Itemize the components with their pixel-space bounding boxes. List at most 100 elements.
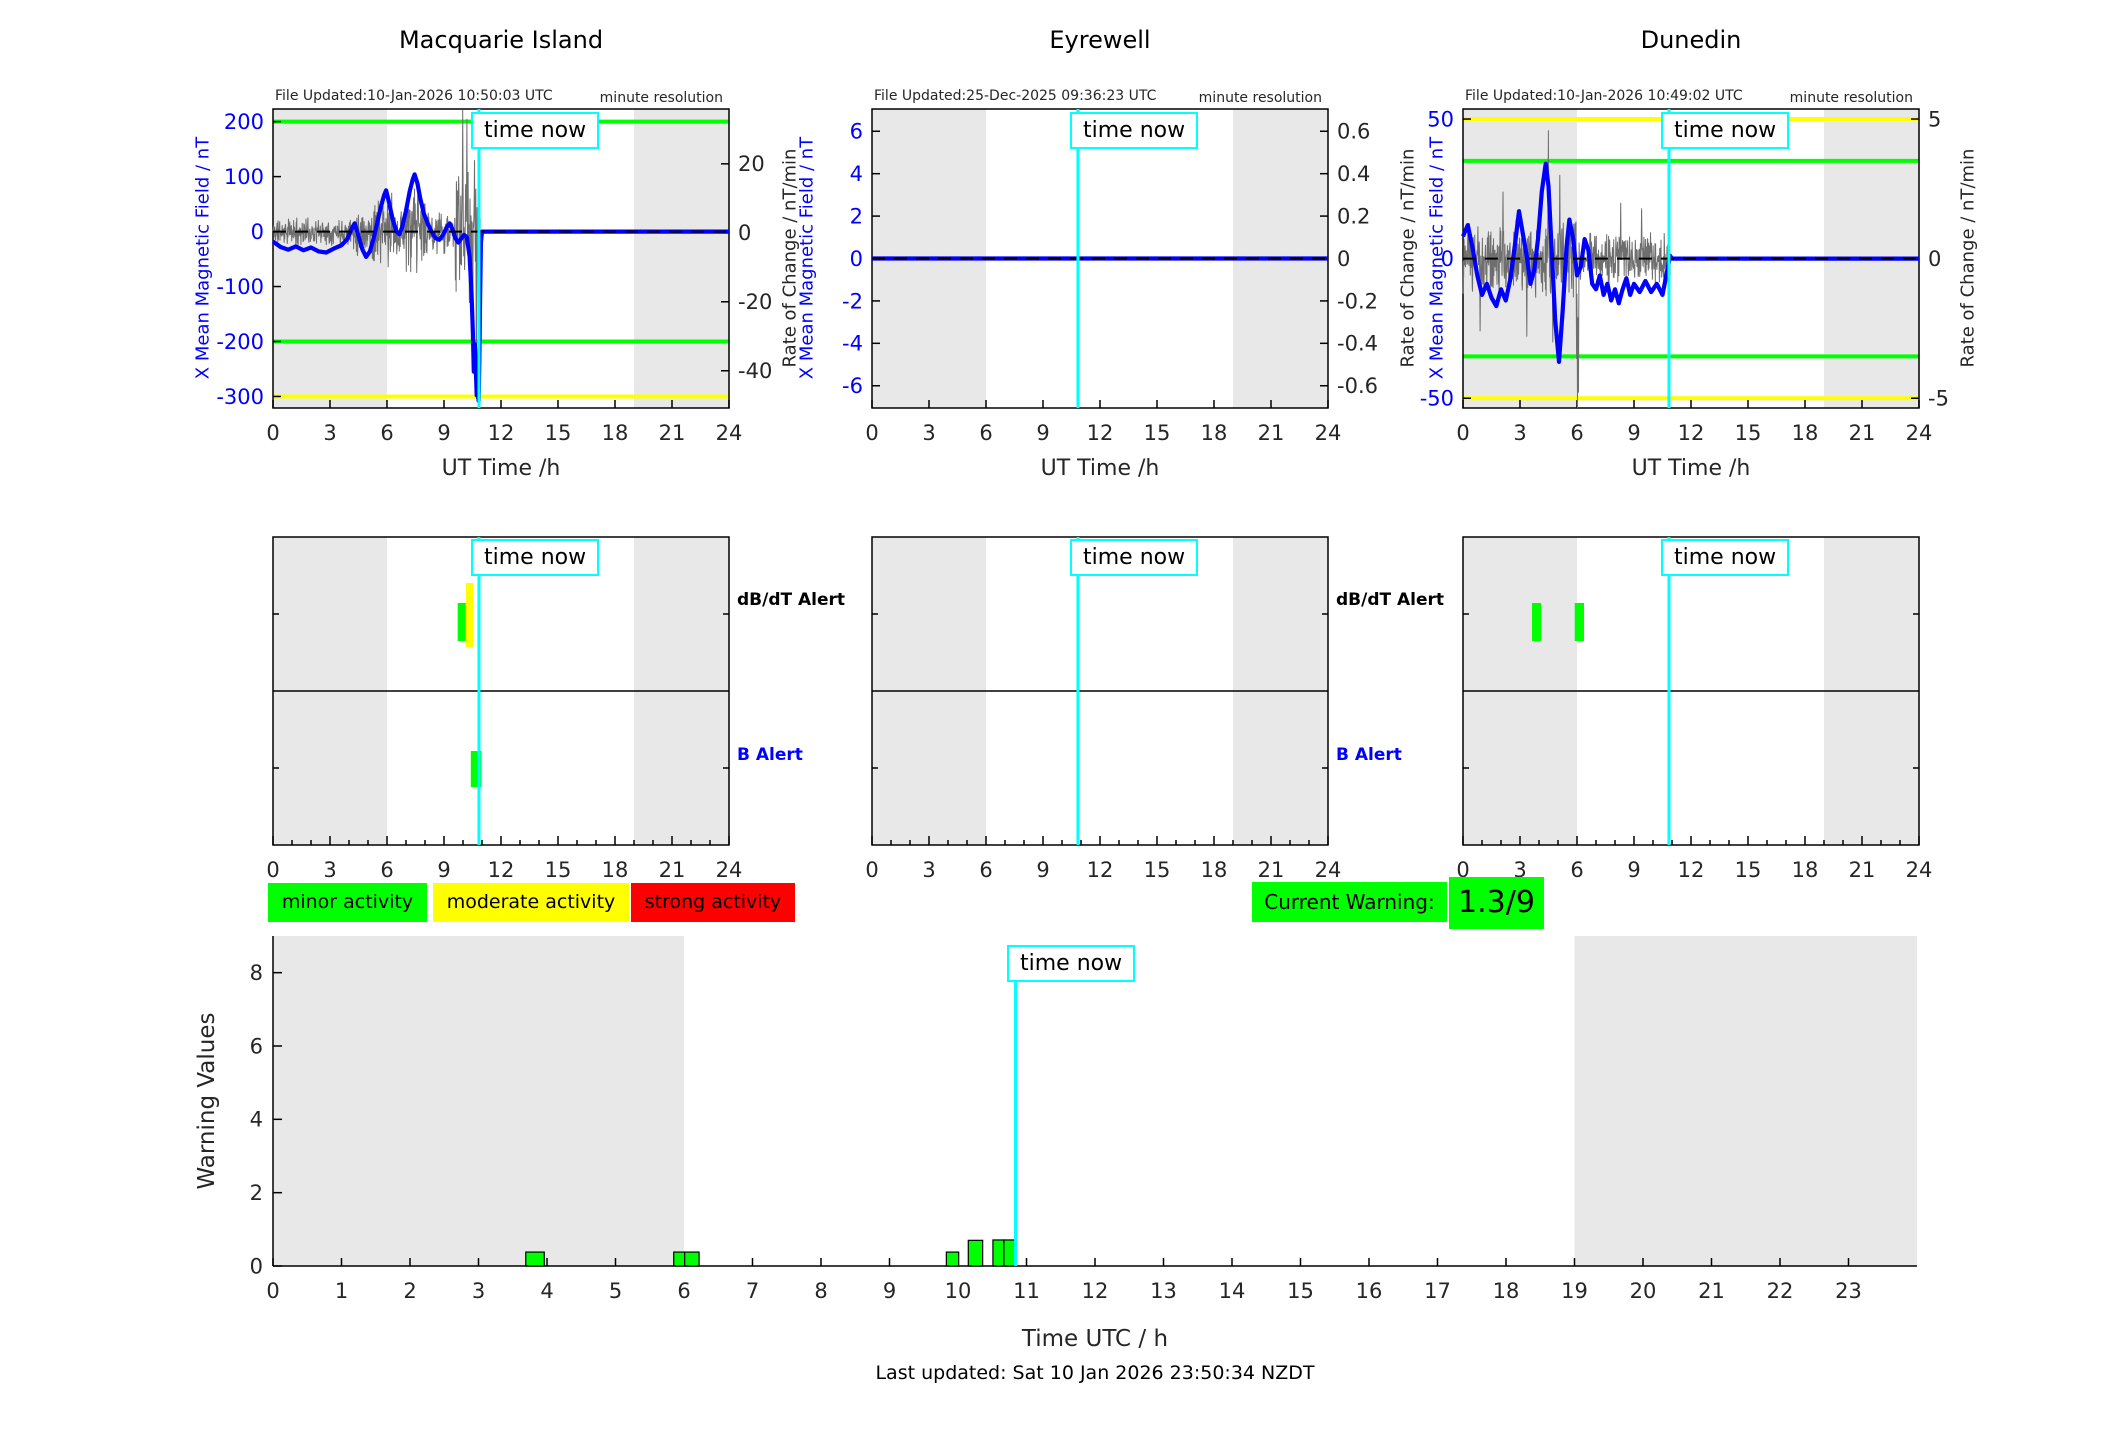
x-tick-label: 12 — [1678, 858, 1705, 882]
left-tick-label: 200 — [224, 110, 264, 134]
y-tick-label: 4 — [250, 1108, 263, 1132]
x-tick-label: 9 — [437, 858, 450, 882]
x-tick-label: 6 — [979, 421, 992, 445]
minute-resolution-label-eyrewell: minute resolution — [1198, 90, 1322, 106]
x-tick-label: 18 — [1201, 421, 1228, 445]
x-tick-label: 3 — [922, 858, 935, 882]
x-tick-label: 15 — [1735, 421, 1762, 445]
x-tick-label: 12 — [1678, 421, 1705, 445]
x-tick-label: 18 — [1792, 421, 1819, 445]
right-tick-label: 0 — [738, 221, 751, 245]
x-tick-label: 5 — [609, 1279, 622, 1303]
warning-value-bar — [945, 1251, 960, 1267]
night-band — [634, 109, 729, 408]
current-warning-label: Current Warning: — [1252, 882, 1447, 922]
x-tick-label: 17 — [1424, 1279, 1451, 1303]
x-tick-label: 6 — [380, 421, 393, 445]
right-tick-label: 0 — [1928, 247, 1941, 271]
right-tick-label: -0.6 — [1337, 374, 1378, 398]
x-tick-label: 12 — [1087, 421, 1114, 445]
dunedin-alert-chart: 0 3 6 9 12 15 18 21 24 — [1456, 536, 1933, 882]
x-tick-label: 21 — [1258, 858, 1285, 882]
right-tick-label: -0.4 — [1337, 332, 1378, 356]
minute-resolution-label-macquarie: minute resolution — [599, 90, 723, 106]
x-tick-label: 1 — [335, 1279, 348, 1303]
x-tick-label: 9 — [437, 421, 450, 445]
right-tick-label: -0.2 — [1337, 289, 1378, 313]
dbdt-alert-bar — [457, 603, 466, 641]
station-title-dunedin: Dunedin — [1640, 26, 1742, 54]
left-tick-label: 6 — [850, 120, 863, 144]
right-tick-label: 0 — [1337, 247, 1350, 271]
file-updated-dunedin: File Updated:10-Jan-2026 10:49:02 UTC — [1465, 88, 1743, 104]
b-alert-label-macquarie: B Alert — [737, 745, 803, 765]
x-tick-label: 8 — [814, 1279, 827, 1303]
station-title-eyrewell: Eyrewell — [1049, 26, 1151, 54]
x-tick-label: 0 — [865, 421, 878, 445]
x-tick-label: 0 — [1456, 858, 1469, 882]
station-title-macquarie: Macquarie Island — [398, 26, 604, 54]
file-updated-eyrewell: File Updated:25-Dec-2025 09:36:23 UTC — [874, 88, 1157, 104]
night-band — [273, 936, 684, 1266]
xlabel-uttime-macquarie: UT Time /h — [441, 456, 561, 481]
x-tick-label: 18 — [1201, 858, 1228, 882]
x-tick-label: 11 — [1013, 1279, 1040, 1303]
x-tick-label: 3 — [1513, 858, 1526, 882]
ylabel-warning-values: Warning Values — [194, 1012, 220, 1190]
x-tick-label: 21 — [1258, 421, 1285, 445]
x-tick-label: 3 — [323, 858, 336, 882]
x-tick-label: 19 — [1561, 1279, 1588, 1303]
left-tick-label: -300 — [216, 385, 264, 409]
x-tick-label: 15 — [1735, 858, 1762, 882]
x-tick-label: 21 — [659, 858, 686, 882]
warning-value-bar — [684, 1251, 700, 1267]
time-now-box-alert-dunedin: time now — [1661, 539, 1790, 576]
dbdt-alert-bar — [1574, 603, 1585, 641]
x-tick-label: 12 — [488, 421, 515, 445]
time-now-box-warning: time now — [1007, 945, 1136, 982]
left-tick-label: -100 — [216, 275, 264, 299]
x-tick-label: 9 — [1036, 421, 1049, 445]
x-tick-label: 12 — [1082, 1279, 1109, 1303]
legend-minor-activity: minor activity — [268, 883, 427, 922]
left-tick-label: 50 — [1427, 107, 1454, 131]
right-tick-label: 0.6 — [1337, 120, 1370, 144]
dbdt-alert-bar — [1531, 603, 1542, 641]
legend-moderate-activity: moderate activity — [433, 883, 629, 922]
x-tick-label: 0 — [865, 858, 878, 882]
x-tick-label: 18 — [1792, 858, 1819, 882]
y-tick-label: 2 — [250, 1181, 263, 1205]
x-tick-label: 24 — [1315, 858, 1342, 882]
x-tick-label: 24 — [1315, 421, 1342, 445]
left-tick-label: 0 — [251, 220, 264, 244]
x-tick-label: 3 — [1513, 421, 1526, 445]
x-tick-label: 24 — [1906, 858, 1933, 882]
current-warning-value: 1.3/9 — [1449, 877, 1544, 929]
warning-value-bar — [525, 1251, 545, 1267]
left-tick-label: -50 — [1420, 387, 1454, 411]
right-tick-label: 20 — [738, 152, 765, 176]
warning-value-bar — [1003, 1239, 1016, 1267]
left-tick-label: -2 — [842, 289, 863, 313]
night-band — [1574, 936, 1917, 1266]
time-now-box-field-macquarie: time now — [471, 112, 600, 149]
x-tick-label: 3 — [472, 1279, 485, 1303]
minute-resolution-label-dunedin: minute resolution — [1789, 90, 1913, 106]
x-tick-label: 21 — [659, 421, 686, 445]
x-tick-label: 18 — [1493, 1279, 1520, 1303]
mean-field-series — [1461, 161, 1919, 364]
x-tick-label: 10 — [945, 1279, 972, 1303]
y-tick-label: 8 — [250, 961, 263, 985]
x-tick-label: 0 — [266, 858, 279, 882]
x-tick-label: 6 — [1570, 421, 1583, 445]
x-tick-label: 21 — [1849, 421, 1876, 445]
mean-field-series — [271, 172, 729, 403]
x-tick-label: 15 — [545, 421, 572, 445]
x-tick-label: 22 — [1767, 1279, 1794, 1303]
time-now-box-alert-eyrewell: time now — [1070, 539, 1199, 576]
left-tick-label: 0 — [1441, 247, 1454, 271]
ylabel-field-macquarie: X Mean Magnetic Field / nT — [192, 136, 214, 380]
